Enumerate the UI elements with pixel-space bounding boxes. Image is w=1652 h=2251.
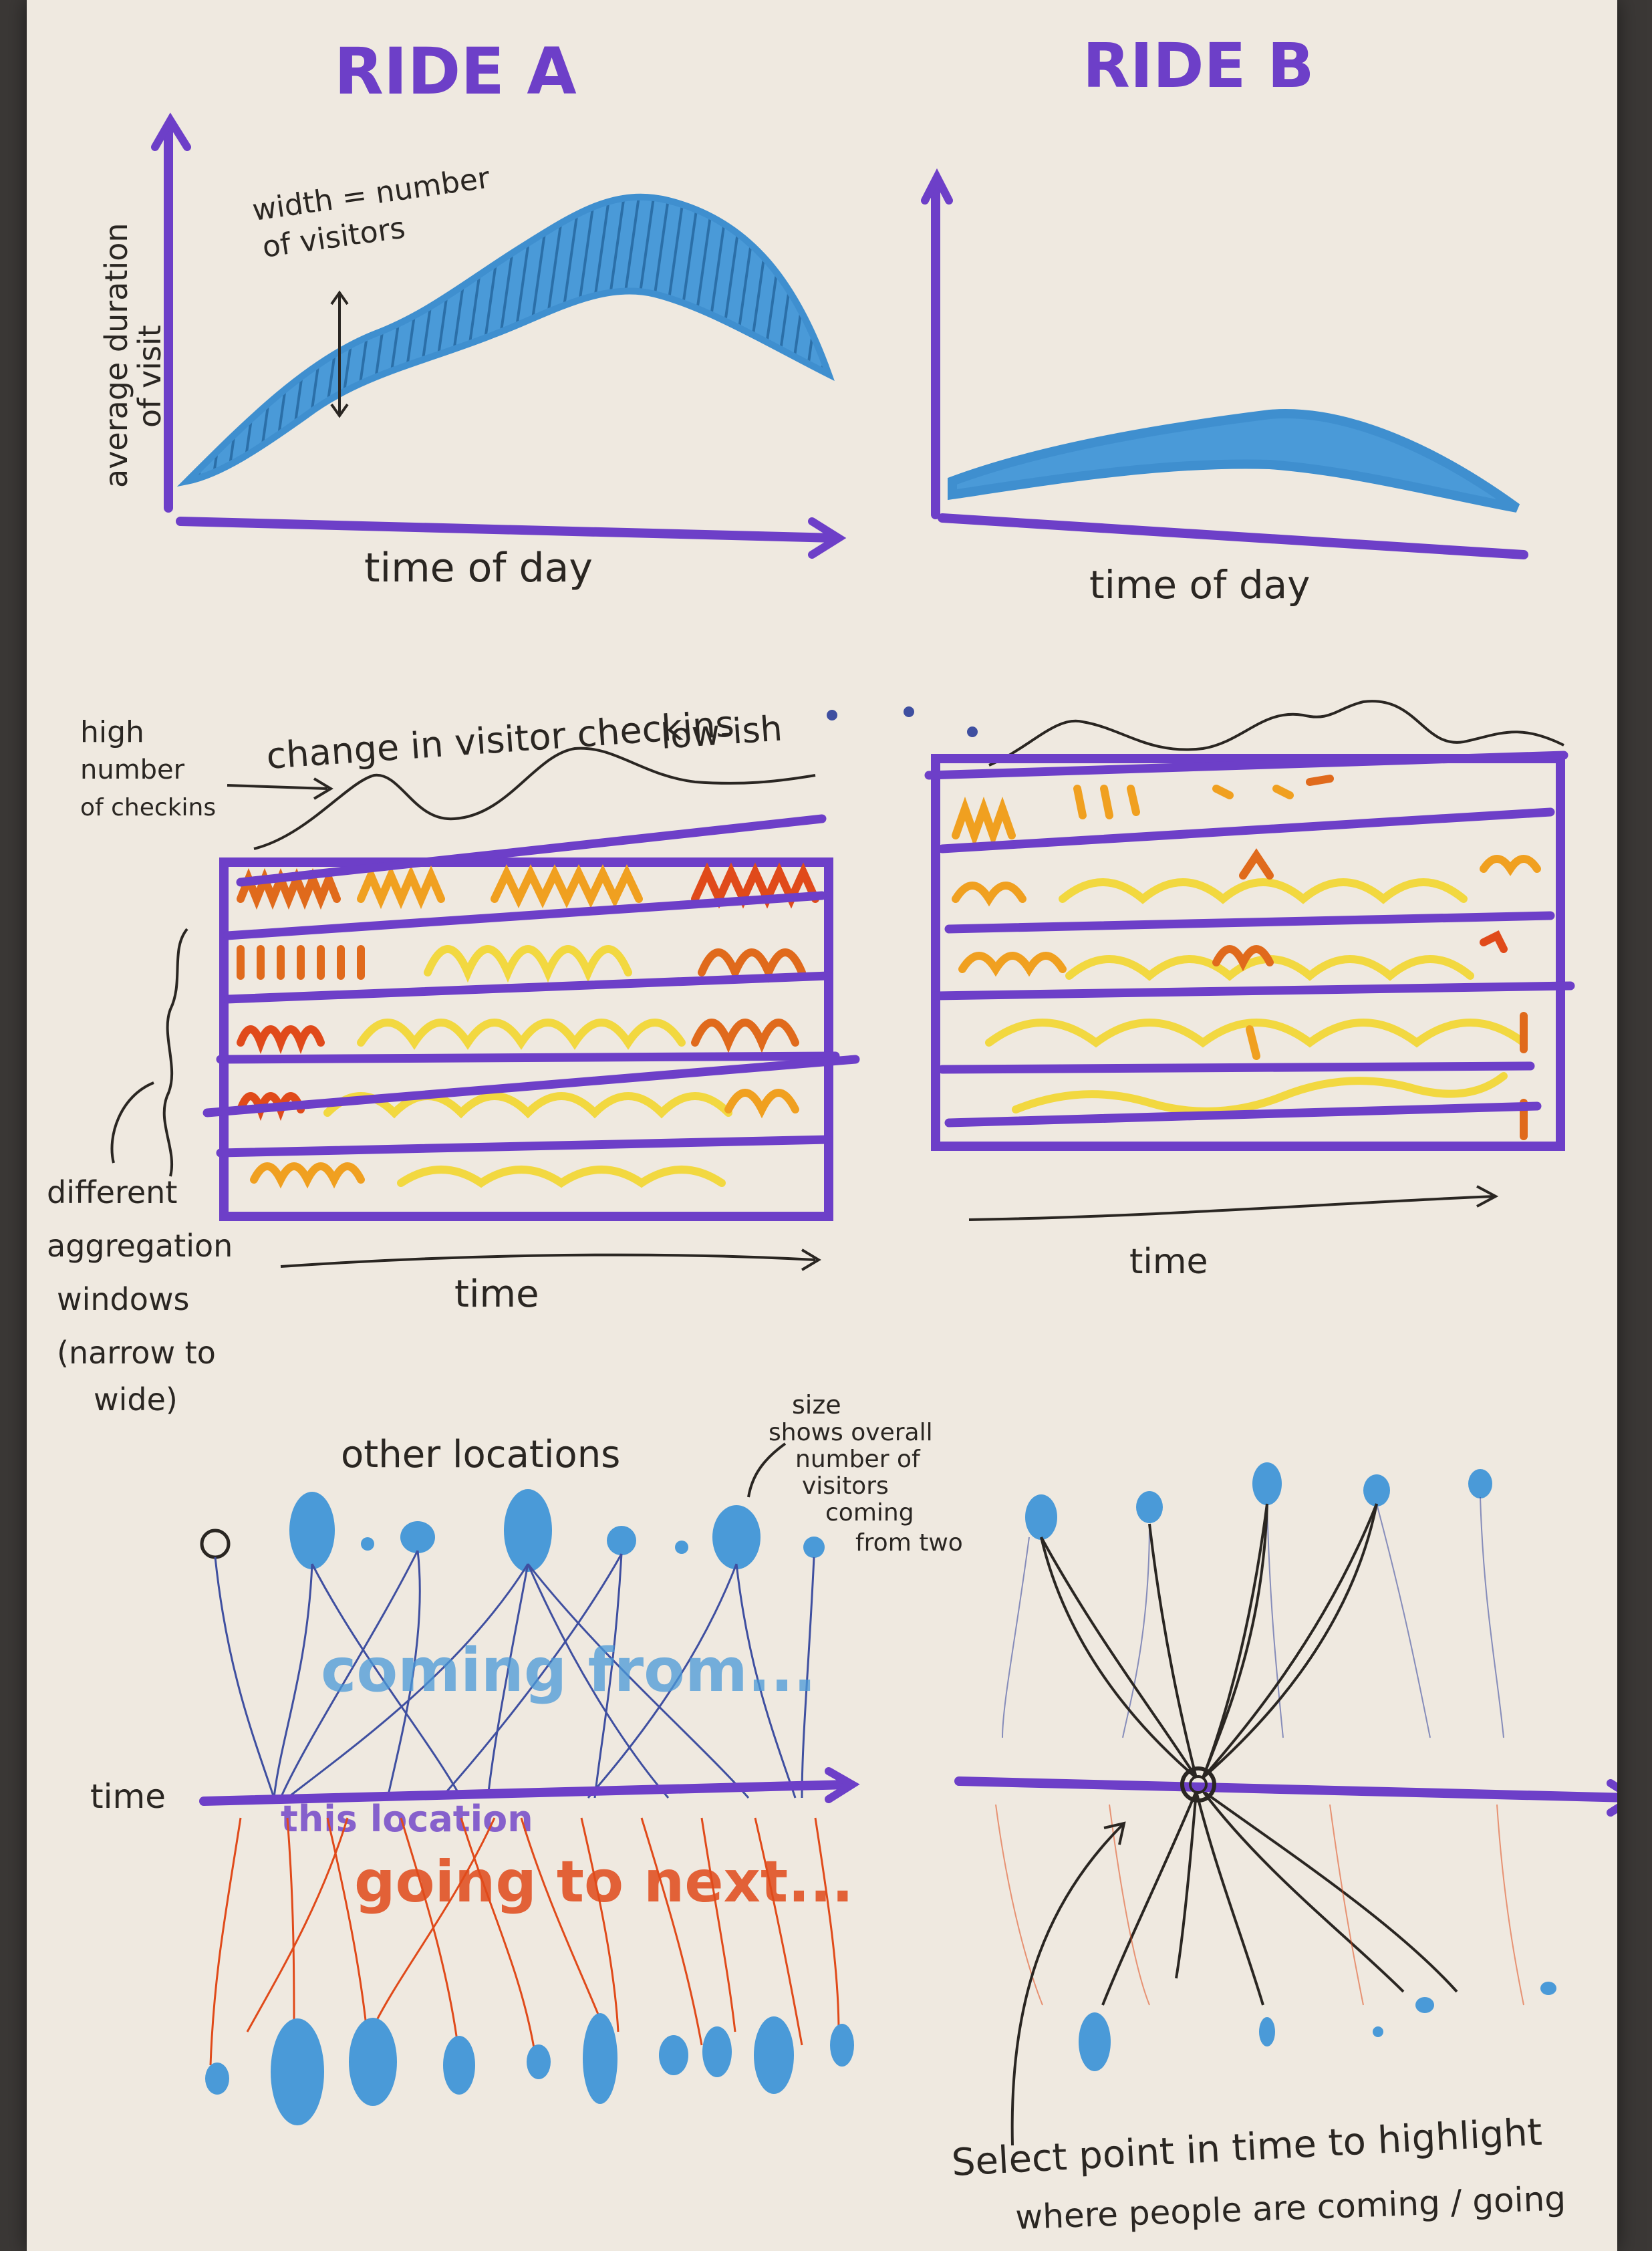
- size-note-6: from two: [855, 1529, 963, 1557]
- ride-b-title: RIDE B: [1083, 30, 1314, 102]
- windows-note-1: different: [47, 1174, 177, 1210]
- ride-b-x-label: time of day: [1089, 562, 1311, 608]
- paper-sheet: RIDE A width = number of visitors averag…: [27, 0, 1617, 2251]
- time-arrow-b: [968, 1195, 1494, 1221]
- window-brace: [162, 928, 188, 1177]
- high-note-arrow: [227, 784, 328, 790]
- size-note-3: number of: [795, 1446, 921, 1473]
- ride-a-title: RIDE A: [334, 34, 577, 109]
- ride-a-y-arrow: [151, 112, 191, 151]
- selected-time-point: [1180, 1766, 1216, 1803]
- ride-a-chart: RIDE A width = number of visitors averag…: [98, 34, 847, 591]
- ride-a-x-axis: [176, 517, 840, 543]
- this-location-label: this location: [281, 1798, 533, 1840]
- ride-b-stream: [948, 409, 1520, 513]
- ride-a-x-label: time of day: [364, 545, 593, 591]
- aggregation-panel-b: time: [827, 700, 1575, 1282]
- sketch-canvas: RIDE A width = number of visitors averag…: [47, 30, 1617, 2237]
- select-point-arrow: [1010, 1823, 1124, 2146]
- windows-note-5: wide): [94, 1381, 178, 1418]
- size-note-4: visitors: [802, 1472, 889, 1500]
- ride-a-x-arrow: [808, 517, 847, 559]
- flow-panel-b: Select point in time to highlight where …: [950, 1462, 1617, 2237]
- ride-b-y-arrow: [921, 168, 953, 205]
- high-note-3: of checkins: [80, 794, 216, 821]
- high-note-2: number: [80, 755, 185, 785]
- aggregation-frame-b: [931, 754, 1565, 1151]
- time-label-a: time: [454, 1273, 539, 1316]
- coming-from-label: coming from...: [321, 1635, 816, 1706]
- size-note-5: coming: [825, 1499, 914, 1527]
- ride-a-y-label-2: of visit: [132, 325, 168, 428]
- low-note: low-ish: [660, 708, 784, 757]
- checkin-trend-line-b: [988, 700, 1564, 767]
- time-label-b: time: [1129, 1242, 1208, 1282]
- aggregation-panel-a: high number of checkins change in visito…: [47, 702, 860, 1418]
- ride-b-x-axis: [938, 513, 1528, 559]
- flow-panel-a: other locations size shows overall numbe…: [90, 1390, 963, 2125]
- ride-b-chart: RIDE B time of day: [921, 30, 1528, 608]
- aggregation-frame-a: [219, 857, 833, 1221]
- other-locations-label: other locations: [341, 1433, 620, 1476]
- flow-time-label: time: [90, 1777, 166, 1816]
- select-note-2: where people are coming / going: [1014, 2179, 1566, 2237]
- windows-note-2: aggregation: [47, 1228, 233, 1264]
- size-note-1: size: [792, 1390, 841, 1420]
- ride-a-stream: [176, 193, 835, 487]
- time-arrow-a: [280, 1253, 816, 1268]
- high-note-1: high: [80, 715, 144, 749]
- size-note-2: shows overall: [769, 1419, 933, 1446]
- going-to-label: going to next...: [354, 1849, 853, 1915]
- select-note-1: Select point in time to highlight: [950, 2111, 1543, 2185]
- checkin-trend-line-a: [253, 747, 816, 850]
- windows-note-3: windows: [57, 1281, 190, 1317]
- flow-time-axis-b: [954, 1776, 1617, 1803]
- ride-a-y-label-1: average duration: [98, 223, 134, 488]
- windows-note-4: (narrow to: [57, 1335, 216, 1371]
- flow-time-axis-a: [199, 1780, 853, 1806]
